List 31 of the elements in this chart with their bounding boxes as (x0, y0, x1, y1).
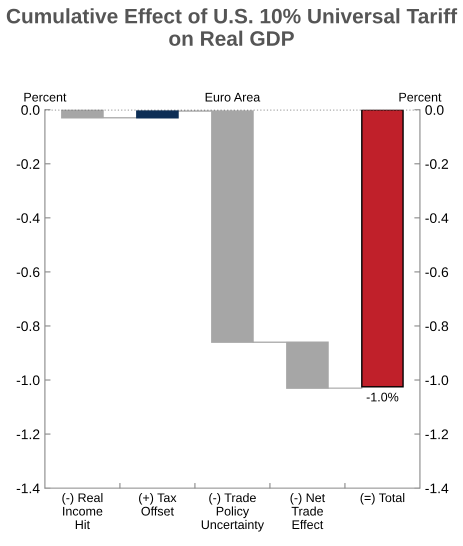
y2-tick-label: 0.0 (425, 105, 444, 115)
bar (361, 110, 404, 388)
y-tick-label: -1.2 (16, 429, 40, 440)
y2-tick-label: -1.2 (425, 429, 448, 440)
y-tick-label: -0.8 (16, 321, 40, 332)
x-tick-label: (-) Trade Policy Uncertainty (202, 492, 264, 532)
y-tick-label: -0.6 (16, 267, 40, 278)
x-tick-label: (-) Net Trade Effect (290, 492, 326, 530)
y2-tick-label: -0.6 (425, 267, 448, 278)
data-label: -1.0% (366, 392, 398, 402)
y2-tick-label: -1.4 (425, 484, 448, 494)
y-tick-label: -1.0 (16, 375, 40, 386)
bar (136, 110, 179, 119)
y2-tick-label: -1.0 (425, 375, 448, 386)
x-tick-label: (=) Total (360, 492, 404, 505)
chart-subtitle: Euro Area (206, 92, 260, 102)
y-tick-label: -0.2 (16, 159, 40, 169)
y-tick-label: -0.4 (16, 213, 40, 224)
y-tick-label: 0.0 (21, 105, 40, 115)
bar (211, 110, 254, 343)
y-axis-title: Percent (24, 92, 66, 102)
x-tick-label: (+) Tax Offset (139, 492, 176, 516)
y2-tick-label: -0.4 (425, 213, 448, 224)
chart-title: Cumulative Effect of U.S. 10% Universal Tariff on Real GDP (6, 8, 458, 46)
y2-axis-title: Percent (399, 92, 442, 102)
bar (61, 110, 104, 119)
y2-tick-label: -0.2 (425, 159, 448, 169)
bar (286, 341, 329, 389)
x-tick-label: (-) Real Income Hit (62, 492, 102, 530)
y2-tick-label: -0.8 (425, 321, 448, 332)
y-tick-label: -1.4 (16, 484, 40, 494)
